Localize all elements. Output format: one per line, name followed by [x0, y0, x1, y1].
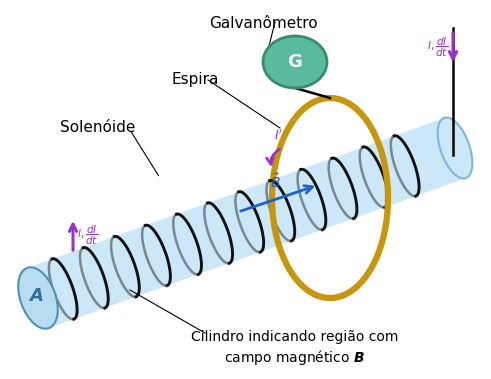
Text: campo magnético $\boldsymbol{B}$: campo magnético $\boldsymbol{B}$	[224, 348, 365, 367]
Text: $I'$: $I'$	[273, 128, 282, 143]
Text: Cilindro indicando região com: Cilindro indicando região com	[191, 330, 399, 344]
Ellipse shape	[437, 117, 472, 179]
Text: A: A	[29, 287, 43, 305]
Text: Espira: Espira	[171, 72, 218, 87]
Ellipse shape	[18, 267, 58, 329]
Text: $\vec{B}$: $\vec{B}$	[270, 173, 280, 191]
Text: Solenóide: Solenóide	[60, 120, 136, 135]
Polygon shape	[27, 118, 466, 328]
Text: Galvanômetro: Galvanômetro	[209, 16, 317, 31]
Text: G: G	[288, 53, 302, 71]
Text: $I, \dfrac{dI}{dt}$: $I, \dfrac{dI}{dt}$	[427, 36, 448, 59]
Ellipse shape	[263, 36, 327, 88]
Text: $I, \dfrac{dI}{dt}$: $I, \dfrac{dI}{dt}$	[77, 224, 98, 247]
